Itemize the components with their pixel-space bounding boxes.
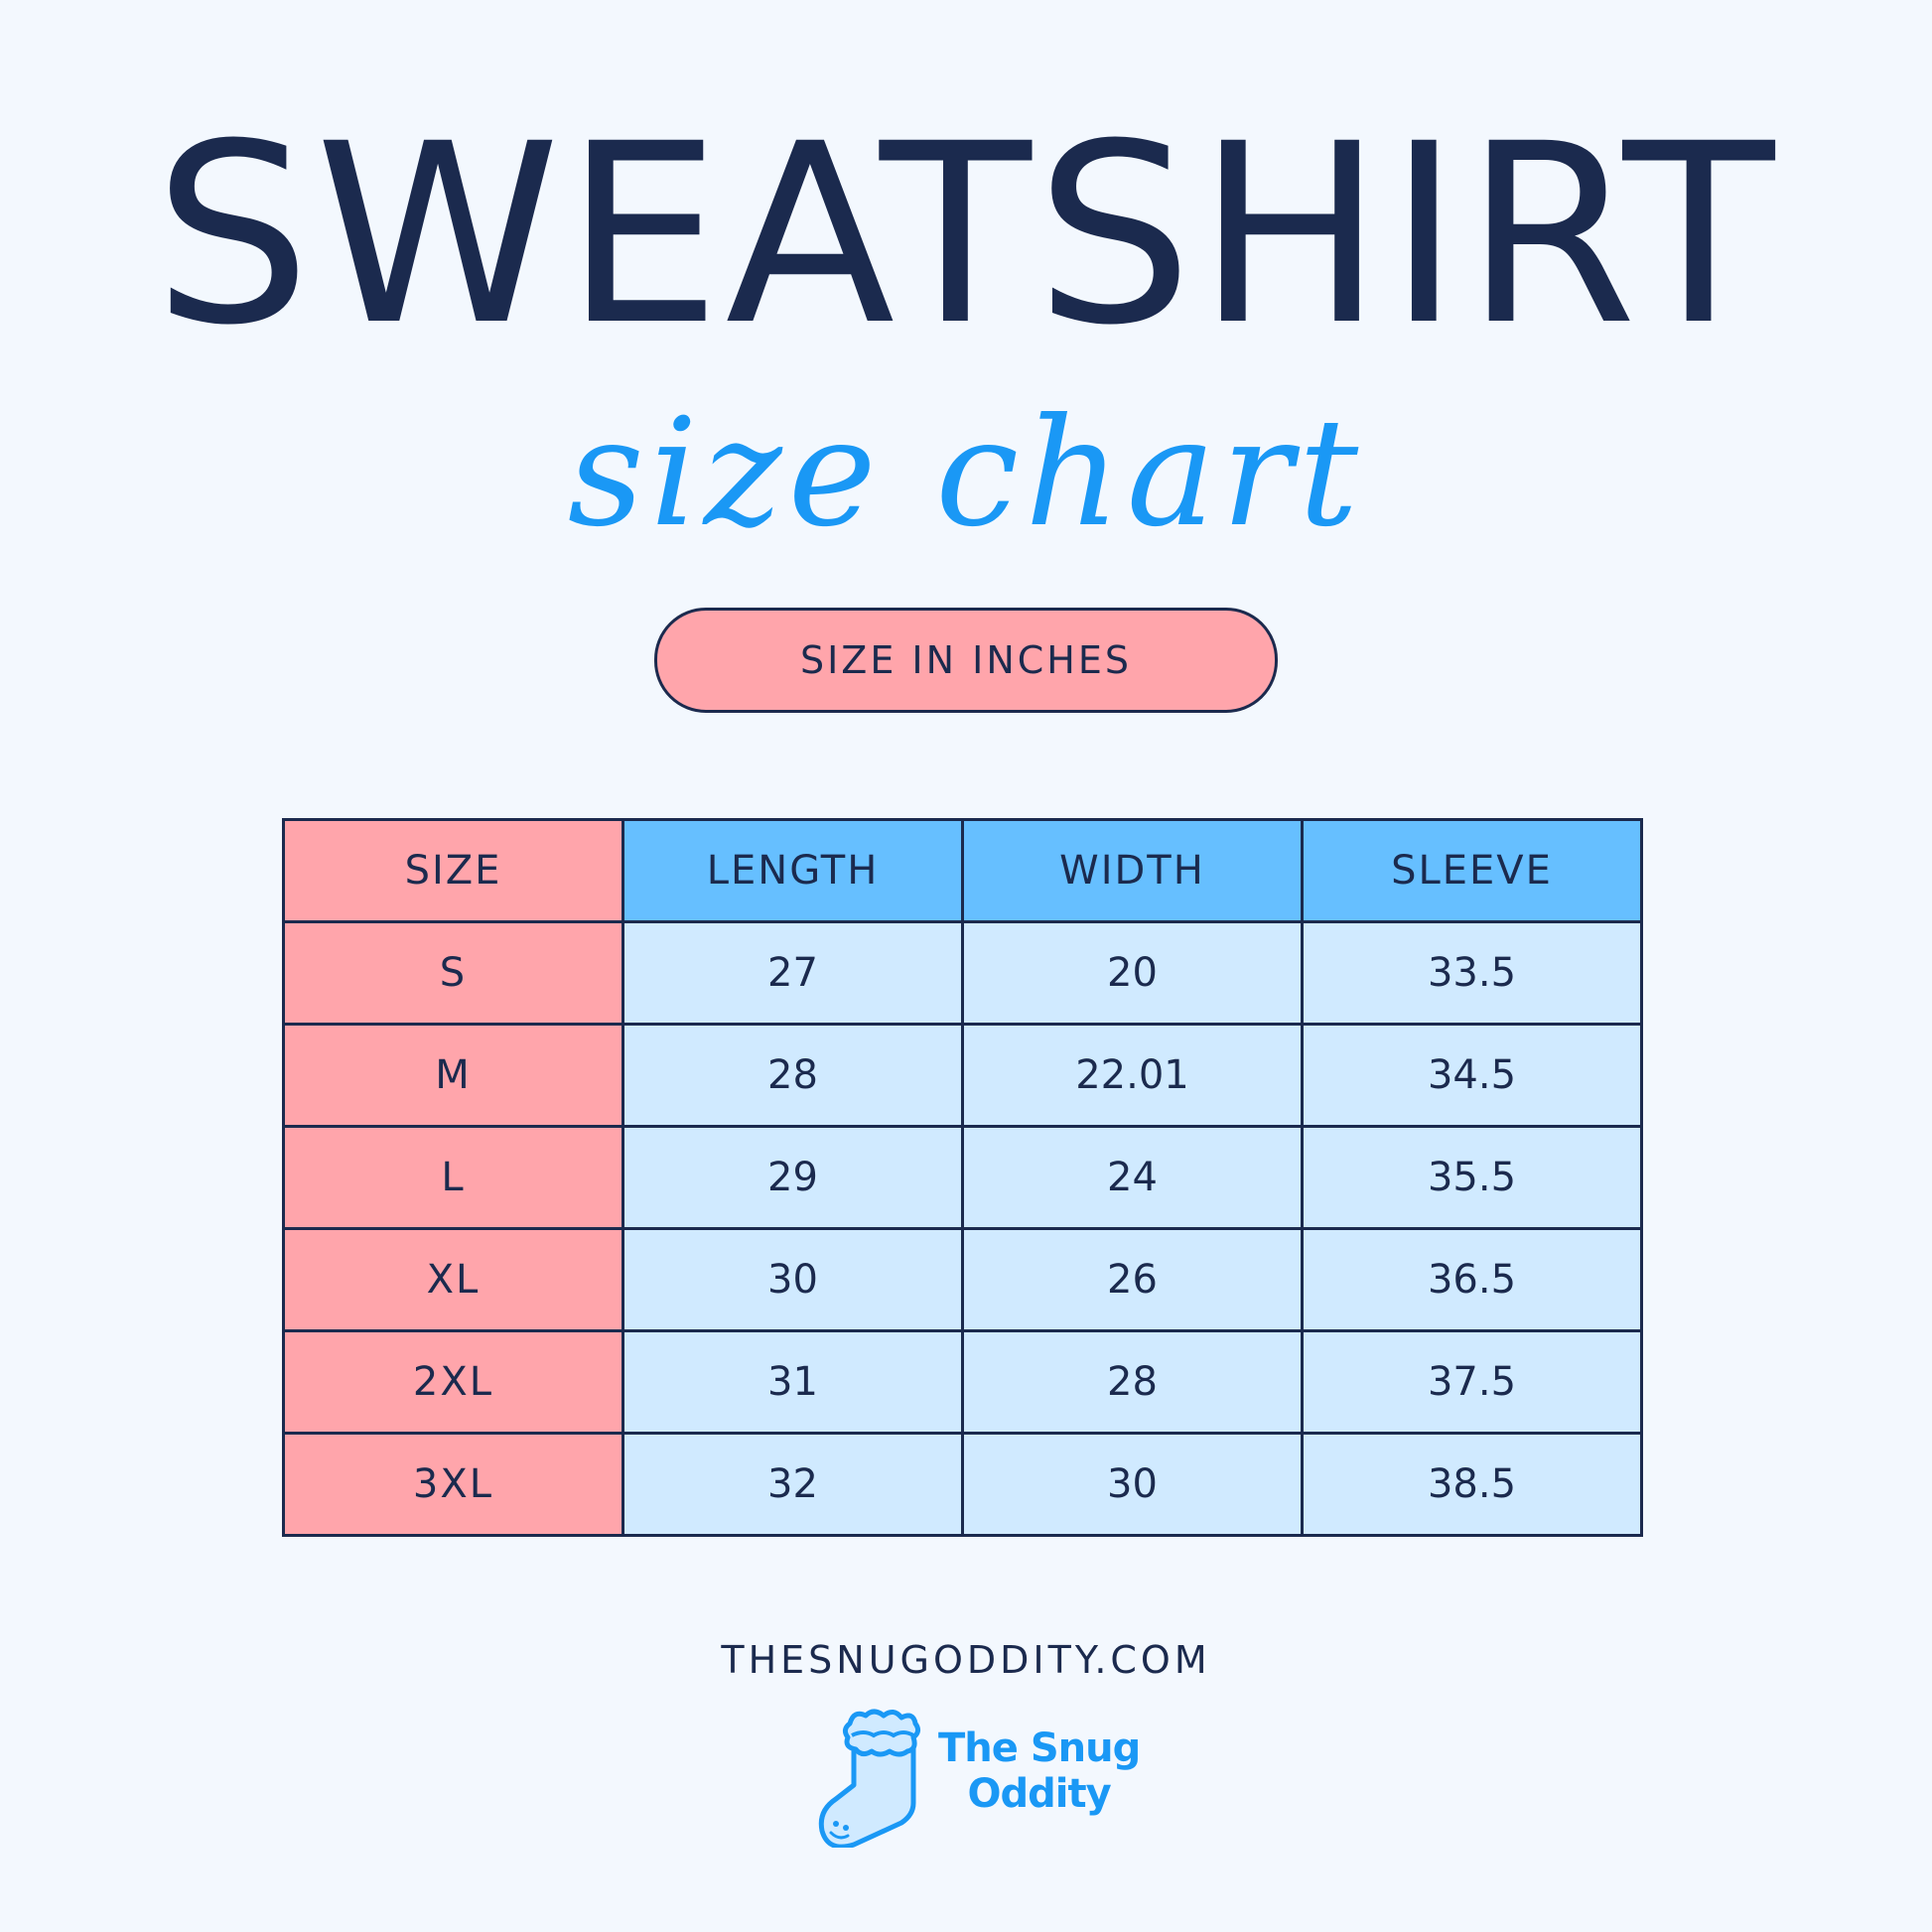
table-cell-size: XL [282, 1227, 624, 1332]
table-cell-width: 20 [961, 920, 1304, 1026]
table-cell-sleeve: 34.5 [1301, 1023, 1643, 1128]
table-cell-length: 32 [621, 1432, 964, 1537]
table-cell-size: S [282, 920, 624, 1026]
table-row: XL 30 26 36.5 [282, 1227, 1643, 1332]
table-cell-length: 28 [621, 1023, 964, 1128]
website-text: THESNUGODDITY.COM [721, 1638, 1211, 1682]
table-cell-length: 27 [621, 920, 964, 1026]
column-header-width: WIDTH [961, 818, 1304, 923]
table-cell-size: 2XL [282, 1329, 624, 1435]
table-cell-size: M [282, 1023, 624, 1128]
table-cell-sleeve: 36.5 [1301, 1227, 1643, 1332]
page-title: SWEATSHIRT [153, 90, 1779, 379]
column-header-sleeve: SLEEVE [1301, 818, 1643, 923]
table-cell-length: 31 [621, 1329, 964, 1435]
table-cell-sleeve: 33.5 [1301, 920, 1643, 1026]
brand-line-1: The Snug [938, 1725, 1141, 1771]
table-header-row: SIZE LENGTH WIDTH SLEEVE [282, 818, 1643, 923]
table-cell-size: 3XL [282, 1432, 624, 1537]
table-row: M 28 22.01 34.5 [282, 1023, 1643, 1128]
table-row: S 27 20 33.5 [282, 920, 1643, 1026]
table-cell-length: 29 [621, 1125, 964, 1230]
table-row: 3XL 32 30 38.5 [282, 1432, 1643, 1537]
table-cell-width: 22.01 [961, 1023, 1304, 1128]
table-cell-sleeve: 37.5 [1301, 1329, 1643, 1435]
size-table: SIZE LENGTH WIDTH SLEEVE S 27 20 33.5 M 28 22.01 3… [282, 818, 1643, 1537]
table-row: 2XL 31 28 37.5 [282, 1329, 1643, 1435]
table-cell-width: 24 [961, 1125, 1304, 1230]
table-cell-width: 30 [961, 1432, 1304, 1537]
table-cell-size: L [282, 1125, 624, 1230]
column-header-length: LENGTH [621, 818, 964, 923]
table-cell-width: 28 [961, 1329, 1304, 1435]
table-cell-sleeve: 35.5 [1301, 1125, 1643, 1230]
brand-line-2: Oddity [967, 1771, 1112, 1817]
table-cell-sleeve: 38.5 [1301, 1432, 1643, 1537]
unit-badge: SIZE IN INCHES [654, 608, 1278, 713]
brand-logo: The Snug Oddity [814, 1704, 1142, 1848]
table-cell-width: 26 [961, 1227, 1304, 1332]
brand-name: The Snug Oddity [938, 1725, 1141, 1817]
page-subtitle: size chart [567, 387, 1365, 560]
sock-icon [818, 1709, 921, 1848]
table-row: L 29 24 35.5 [282, 1125, 1643, 1230]
table-cell-length: 30 [621, 1227, 964, 1332]
column-header-size: SIZE [282, 818, 624, 923]
unit-badge-label: SIZE IN INCHES [799, 638, 1133, 682]
